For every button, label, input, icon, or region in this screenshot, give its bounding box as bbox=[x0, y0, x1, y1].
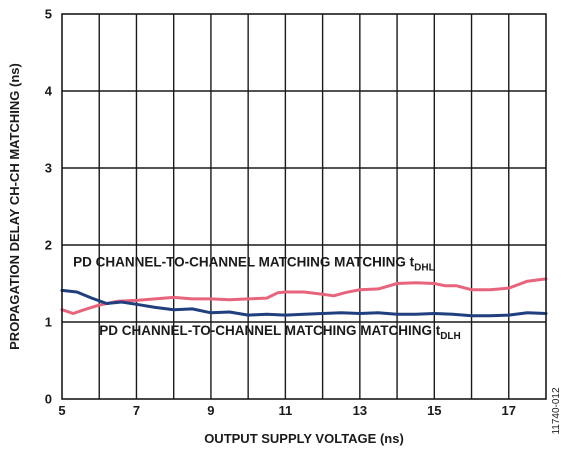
x-axis-label: OUTPUT SUPPLY VOLTAGE (ns) bbox=[204, 431, 404, 446]
annotation-tdhl-subscript: DHL bbox=[414, 263, 435, 274]
x-tick-label: 17 bbox=[502, 403, 516, 418]
annotation-tdlh-subscript: DLH bbox=[440, 331, 461, 342]
y-tick-label: 1 bbox=[45, 315, 52, 330]
x-tick-label: 7 bbox=[133, 403, 140, 418]
figure-id: 11740-012 bbox=[551, 387, 562, 435]
y-tick-label: 0 bbox=[45, 392, 52, 407]
plot-frame bbox=[61, 13, 547, 400]
series-group bbox=[60, 277, 548, 318]
x-tick-label: 11 bbox=[279, 403, 293, 418]
grid bbox=[62, 14, 546, 399]
x-tick-label: 15 bbox=[427, 403, 441, 418]
y-tick-label: 4 bbox=[45, 84, 53, 99]
annotation-tdlh-text: PD CHANNEL-TO-CHANNEL MATCHING MATCHING … bbox=[99, 323, 440, 338]
tick-labels: 5 7 9 11 13 15 17 0 1 2 3 4 5 bbox=[45, 7, 516, 419]
series-line-tDLH bbox=[60, 288, 548, 318]
annotation-tdlh: PD CHANNEL-TO-CHANNEL MATCHING MATCHING … bbox=[99, 323, 461, 342]
y-tick-label: 5 bbox=[45, 7, 52, 22]
annotation-tdhl: PD CHANNEL-TO-CHANNEL MATCHING MATCHING … bbox=[73, 255, 435, 274]
x-tick-label: 9 bbox=[207, 403, 214, 418]
y-tick-label: 2 bbox=[45, 238, 52, 253]
x-tick-label: 13 bbox=[353, 403, 367, 418]
y-axis-label: PROPAGATION DELAY CH-CH MATCHING (ns) bbox=[7, 63, 22, 350]
y-tick-label: 3 bbox=[45, 161, 52, 176]
x-tick-label: 5 bbox=[58, 403, 65, 418]
annotation-tdhl-text: PD CHANNEL-TO-CHANNEL MATCHING MATCHING … bbox=[73, 255, 414, 270]
series-line-tDHL bbox=[60, 277, 548, 315]
